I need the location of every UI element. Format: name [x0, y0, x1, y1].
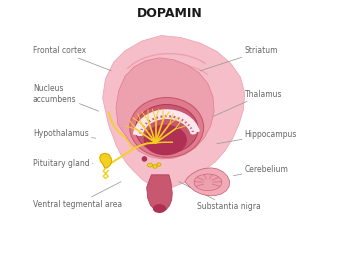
Ellipse shape — [144, 125, 187, 155]
Ellipse shape — [135, 104, 198, 153]
Ellipse shape — [147, 163, 153, 167]
Ellipse shape — [194, 174, 222, 191]
Text: DOPAMIN: DOPAMIN — [137, 7, 202, 20]
Text: Pituitary gland: Pituitary gland — [33, 159, 93, 168]
Polygon shape — [103, 36, 245, 190]
Text: Nucleus
accumbens: Nucleus accumbens — [33, 84, 99, 111]
Text: Thalamus: Thalamus — [210, 90, 282, 118]
Text: Frontal cortex: Frontal cortex — [33, 46, 111, 71]
Ellipse shape — [130, 97, 204, 157]
Polygon shape — [147, 175, 172, 211]
Ellipse shape — [153, 165, 157, 168]
Circle shape — [142, 156, 147, 162]
Text: Striatum: Striatum — [200, 46, 278, 71]
Ellipse shape — [153, 204, 166, 213]
Text: Cerebelium: Cerebelium — [234, 165, 288, 176]
Text: Hypothalamus: Hypothalamus — [33, 129, 96, 138]
Polygon shape — [100, 153, 112, 168]
Text: Ventral tegmental area: Ventral tegmental area — [33, 182, 122, 209]
Text: Substantia nigra: Substantia nigra — [179, 182, 261, 211]
Ellipse shape — [157, 163, 161, 166]
Polygon shape — [116, 58, 214, 159]
Text: Hippocampus: Hippocampus — [217, 130, 297, 144]
Polygon shape — [185, 168, 230, 196]
